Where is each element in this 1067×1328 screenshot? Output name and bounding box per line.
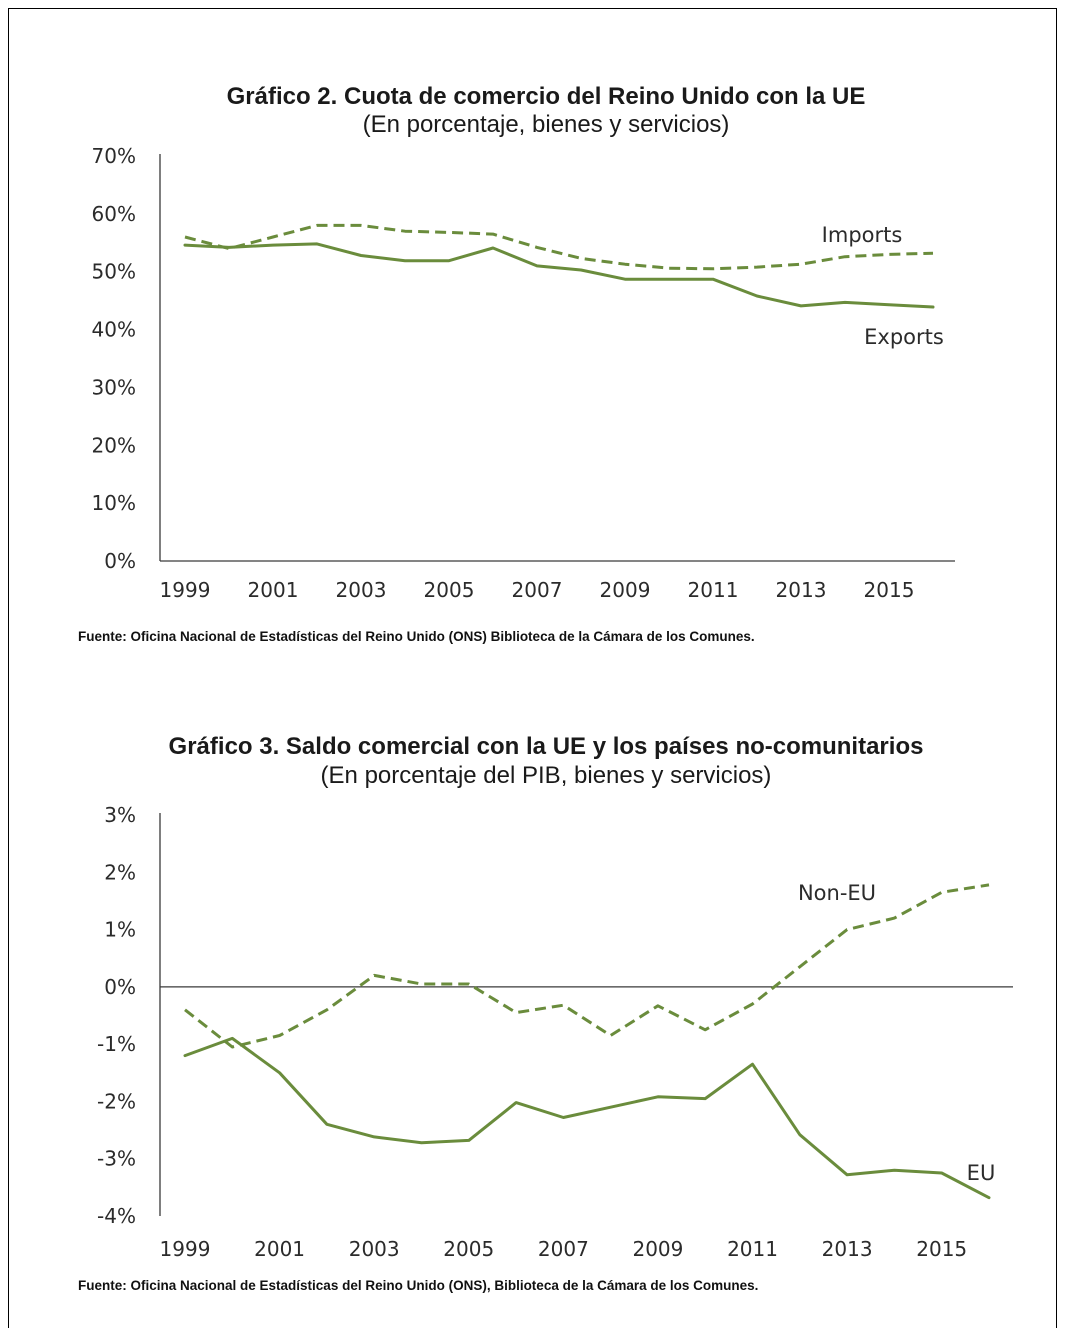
series-line-non-eu	[185, 885, 989, 1047]
y-tick-label: -1%	[97, 1032, 136, 1056]
series-label-eu: EU	[967, 1161, 996, 1185]
x-tick-label: 2003	[336, 578, 387, 602]
x-tick-label: 2003	[349, 1237, 400, 1261]
y-tick-label: 3%	[104, 803, 136, 827]
x-tick-label: 2001	[254, 1237, 305, 1261]
x-axis-ticks: 1999 2001 2003 2005 2007 2009 2011 2013 2015	[160, 578, 915, 602]
series-label-imports: Imports	[822, 223, 903, 247]
y-tick-label: -2%	[97, 1089, 136, 1113]
x-axis-ticks: 1999 2001 2003 2005 2007 2009 2011 2013 2015	[160, 1237, 968, 1261]
chart-title: Gráfico 3. Saldo comercial con la UE y l…	[169, 733, 924, 760]
series-label-exports: Exports	[864, 325, 944, 349]
series-line-eu	[185, 1038, 989, 1197]
y-tick-label: 0%	[104, 975, 136, 999]
y-axis-ticks: -4% -3% -2% -1% 0% 1% 2% 3%	[97, 803, 136, 1228]
y-tick-label: 1%	[104, 918, 136, 942]
x-tick-label: 2005	[443, 1237, 494, 1261]
source-note: Fuente: Oficina Nacional de Estadísticas…	[78, 1278, 758, 1293]
y-tick-label: 0%	[104, 549, 136, 573]
x-tick-label: 2015	[916, 1237, 967, 1261]
x-tick-label: 2007	[512, 578, 563, 602]
x-tick-label: 2013	[776, 578, 827, 602]
chart-trade-balance: Gráfico 3. Saldo comercial con la UE y l…	[78, 733, 1013, 1293]
y-axis-ticks: 0% 10% 20% 30% 40% 50% 60% 70%	[92, 144, 136, 573]
x-tick-label: 2011	[688, 578, 739, 602]
y-tick-label: 70%	[92, 144, 136, 168]
x-tick-label: 2011	[727, 1237, 778, 1261]
y-tick-label: -4%	[97, 1204, 136, 1228]
y-tick-label: 20%	[92, 433, 136, 457]
chart-subtitle: (En porcentaje, bienes y servicios)	[363, 111, 730, 138]
y-tick-label: 2%	[104, 860, 136, 884]
y-tick-label: -3%	[97, 1147, 136, 1171]
series-group	[185, 885, 989, 1198]
x-tick-label: 2009	[600, 578, 651, 602]
y-tick-label: 50%	[92, 260, 136, 284]
x-tick-label: 1999	[160, 578, 211, 602]
x-tick-label: 2007	[538, 1237, 589, 1261]
x-tick-label: 2015	[864, 578, 915, 602]
chart-title: Gráfico 2. Cuota de comercio del Reino U…	[227, 83, 866, 110]
y-tick-label: 60%	[92, 202, 136, 226]
x-tick-label: 2005	[424, 578, 475, 602]
source-note: Fuente: Oficina Nacional de Estadísticas…	[78, 629, 755, 644]
y-tick-label: 10%	[92, 491, 136, 515]
chart-trade-share: Gráfico 2. Cuota de comercio del Reino U…	[78, 83, 955, 644]
x-tick-label: 2009	[632, 1237, 683, 1261]
x-tick-label: 2013	[822, 1237, 873, 1261]
x-tick-label: 1999	[160, 1237, 211, 1261]
y-tick-label: 40%	[92, 318, 136, 342]
chart-subtitle: (En porcentaje del PIB, bienes y servici…	[321, 762, 772, 789]
x-tick-label: 2001	[248, 578, 299, 602]
y-tick-label: 30%	[92, 375, 136, 399]
series-label-non-eu: Non-EU	[798, 881, 876, 905]
